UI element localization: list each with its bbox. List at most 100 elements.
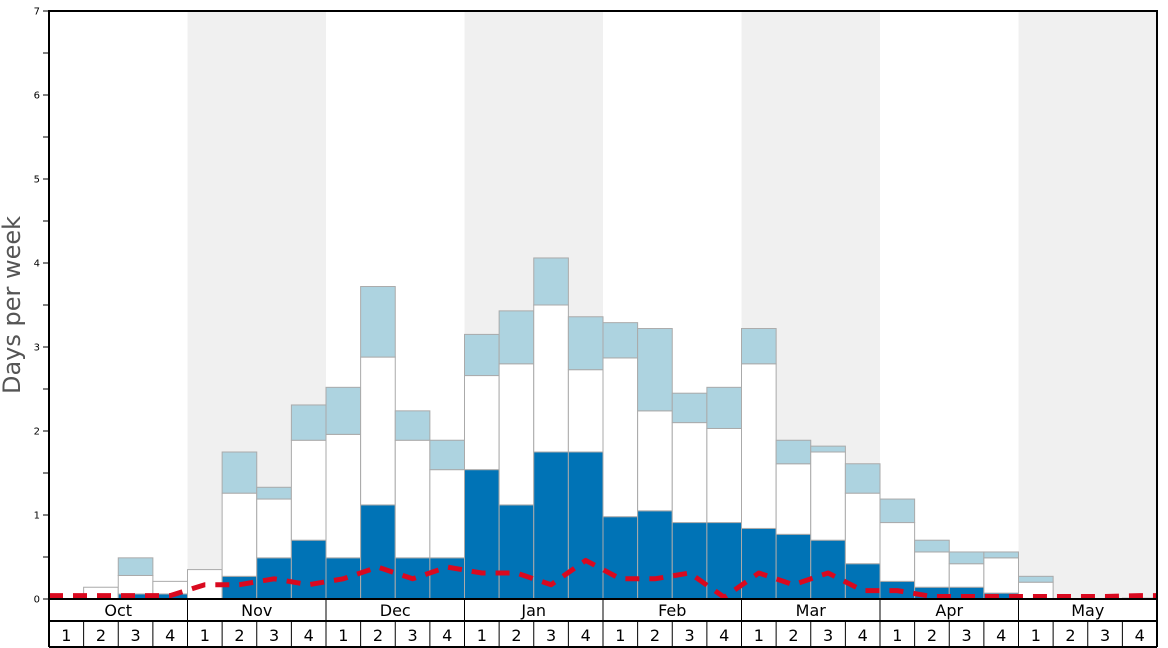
y-tick-label: 2 (34, 427, 40, 438)
bar-light (117, 557, 154, 576)
bar-mid (602, 357, 639, 518)
bar-dark (360, 504, 396, 600)
bar-mid (671, 422, 708, 524)
y-tick-label: 7 (34, 7, 40, 18)
week-label: 3 (407, 626, 417, 645)
bar-mid (567, 369, 604, 453)
week-label: 1 (338, 626, 348, 645)
bar-dark (602, 516, 639, 600)
bar-light (464, 333, 500, 377)
month-label: Nov (241, 601, 272, 620)
week-label: 1 (477, 626, 487, 645)
week-label: 4 (304, 626, 314, 645)
week-label: 1 (615, 626, 625, 645)
bar-mid (394, 439, 431, 559)
week-label: 2 (788, 626, 798, 645)
week-label: 1 (754, 626, 764, 645)
bar-light (775, 439, 812, 465)
week-label: 4 (581, 626, 591, 645)
week-label: 3 (130, 626, 140, 645)
bar-dark (637, 510, 673, 600)
bar-light (221, 451, 258, 494)
bar-dark (498, 504, 535, 600)
week-label: 1 (61, 626, 71, 645)
bar-light (429, 439, 465, 471)
bar-mid (290, 439, 327, 541)
bar-light (325, 386, 362, 435)
bar-light (983, 551, 1019, 559)
bar-dark (671, 522, 708, 600)
month-label: May (1071, 601, 1104, 620)
bar-mid (325, 433, 362, 559)
bar-light (602, 322, 639, 359)
bar-mid (741, 363, 777, 529)
y-tick-label: 3 (34, 343, 40, 354)
month-label: Feb (658, 601, 686, 620)
bar-mid (844, 492, 881, 565)
bar-light (256, 486, 292, 500)
week-label: 2 (96, 626, 106, 645)
plot-frame (48, 10, 1158, 600)
month-label: Mar (796, 601, 827, 620)
bar-dark (567, 451, 604, 600)
bar-dark (533, 451, 569, 600)
bar-light (290, 404, 327, 441)
bar-mid (533, 304, 569, 453)
y-axis: 0 1 2 3 4 5 6 7 (34, 7, 49, 606)
week-label: 3 (269, 626, 279, 645)
bar-light (706, 386, 742, 429)
dashed-line (49, 557, 1157, 600)
month-label: Apr (935, 601, 963, 620)
week-label: 4 (442, 626, 452, 645)
bar-mid (706, 427, 742, 524)
bar-light (498, 310, 535, 365)
week-label: 3 (1100, 626, 1110, 645)
bar-light (879, 498, 916, 524)
bar-mid (464, 375, 500, 471)
bar-mid (498, 363, 535, 506)
bar-light (671, 392, 708, 424)
week-label: 4 (719, 626, 729, 645)
dashed-line-series (49, 557, 1157, 600)
month-label: Dec (380, 601, 411, 620)
week-label: 2 (927, 626, 937, 645)
week-label: 3 (823, 626, 833, 645)
month-label: Oct (104, 601, 132, 620)
bar-dark (775, 533, 812, 600)
week-label: 2 (650, 626, 660, 645)
bar-light (810, 445, 846, 453)
month-band-may (1018, 11, 1157, 599)
week-label: 2 (511, 626, 521, 645)
y-tick-label: 0 (34, 595, 40, 606)
bar-mid (117, 574, 154, 595)
y-tick-label: 1 (34, 511, 40, 522)
bar-dark (464, 469, 500, 600)
bar-light (567, 316, 604, 371)
y-tick-label: 5 (34, 175, 40, 186)
bar-mid (256, 498, 292, 559)
y-tick-label: 4 (34, 259, 40, 270)
week-label: 4 (996, 626, 1006, 645)
bar-mid (983, 557, 1019, 594)
week-label: 2 (373, 626, 383, 645)
week-label: 2 (234, 626, 244, 645)
bar-mid (810, 451, 846, 541)
y-axis-title: Days per week (0, 216, 26, 394)
y-tick-label: 6 (34, 91, 40, 102)
week-label: 4 (858, 626, 868, 645)
x-axis: Oct Nov Dec Jan Feb Mar Apr May 1 2 3 4 1 2 3 4 1 2 3 4 1 2 3 4… (48, 599, 1158, 648)
bar-dark (429, 557, 465, 600)
bar-mid (914, 551, 950, 588)
bar-mid (221, 492, 258, 577)
week-label: 3 (684, 626, 694, 645)
bar-light (1018, 575, 1054, 583)
bar-light (637, 328, 673, 412)
bar-mid (429, 469, 465, 559)
week-label: 3 (546, 626, 556, 645)
bar-light (394, 410, 431, 441)
week-label: 1 (1031, 626, 1041, 645)
stacked-bars (83, 257, 1158, 600)
month-label: Jan (520, 601, 546, 620)
week-label: 2 (1065, 626, 1075, 645)
